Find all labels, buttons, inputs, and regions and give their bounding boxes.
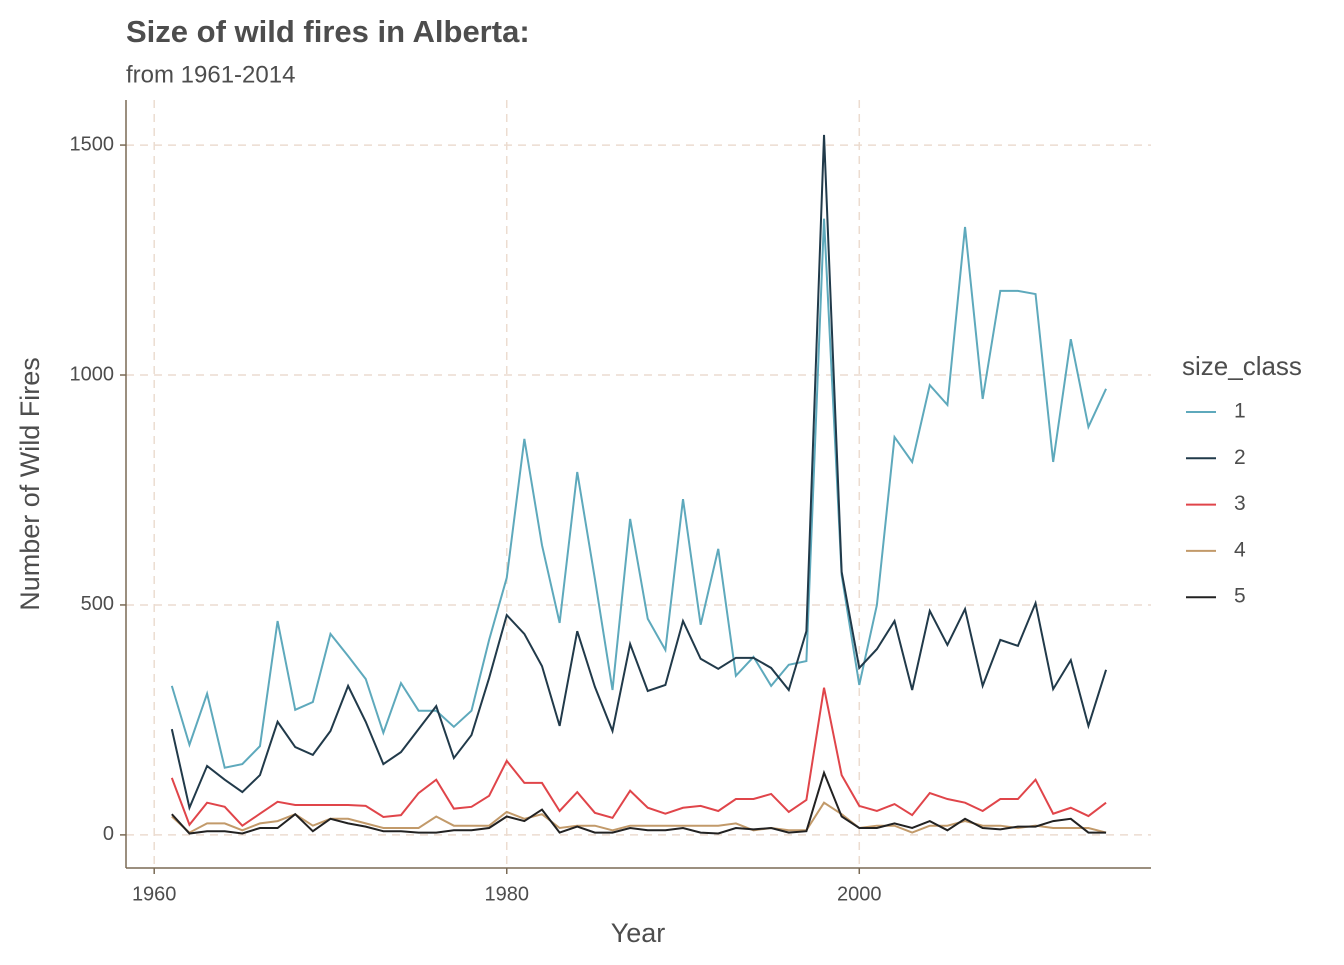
y-tick-label: 500 — [81, 593, 114, 615]
legend-label: 1 — [1234, 400, 1246, 423]
series-line — [171, 801, 1107, 834]
y-tick-label: 1500 — [70, 133, 115, 155]
legend-title: size_class — [1182, 351, 1302, 381]
legend-label: 2 — [1234, 446, 1246, 469]
y-axis-label: Number of Wild Fires — [15, 357, 45, 611]
y-tick-label: 1000 — [70, 363, 115, 385]
legend-label: 3 — [1234, 492, 1246, 515]
x-tick-label: 2000 — [837, 883, 882, 905]
series-line — [170, 134, 1108, 812]
legend-label: 4 — [1234, 538, 1246, 561]
x-tick-label: 1960 — [132, 883, 177, 905]
x-axis-label: Year — [611, 918, 666, 948]
series-line — [170, 687, 1107, 827]
chart-title: Size of wild fires in Alberta: — [126, 14, 530, 49]
chart-subtitle: from 1961-2014 — [126, 61, 295, 88]
series-line — [170, 218, 1107, 769]
x-tick-label: 1980 — [484, 883, 529, 905]
legend-label: 5 — [1234, 585, 1246, 608]
series-line — [171, 769, 1107, 835]
y-tick-label: 0 — [103, 823, 114, 845]
